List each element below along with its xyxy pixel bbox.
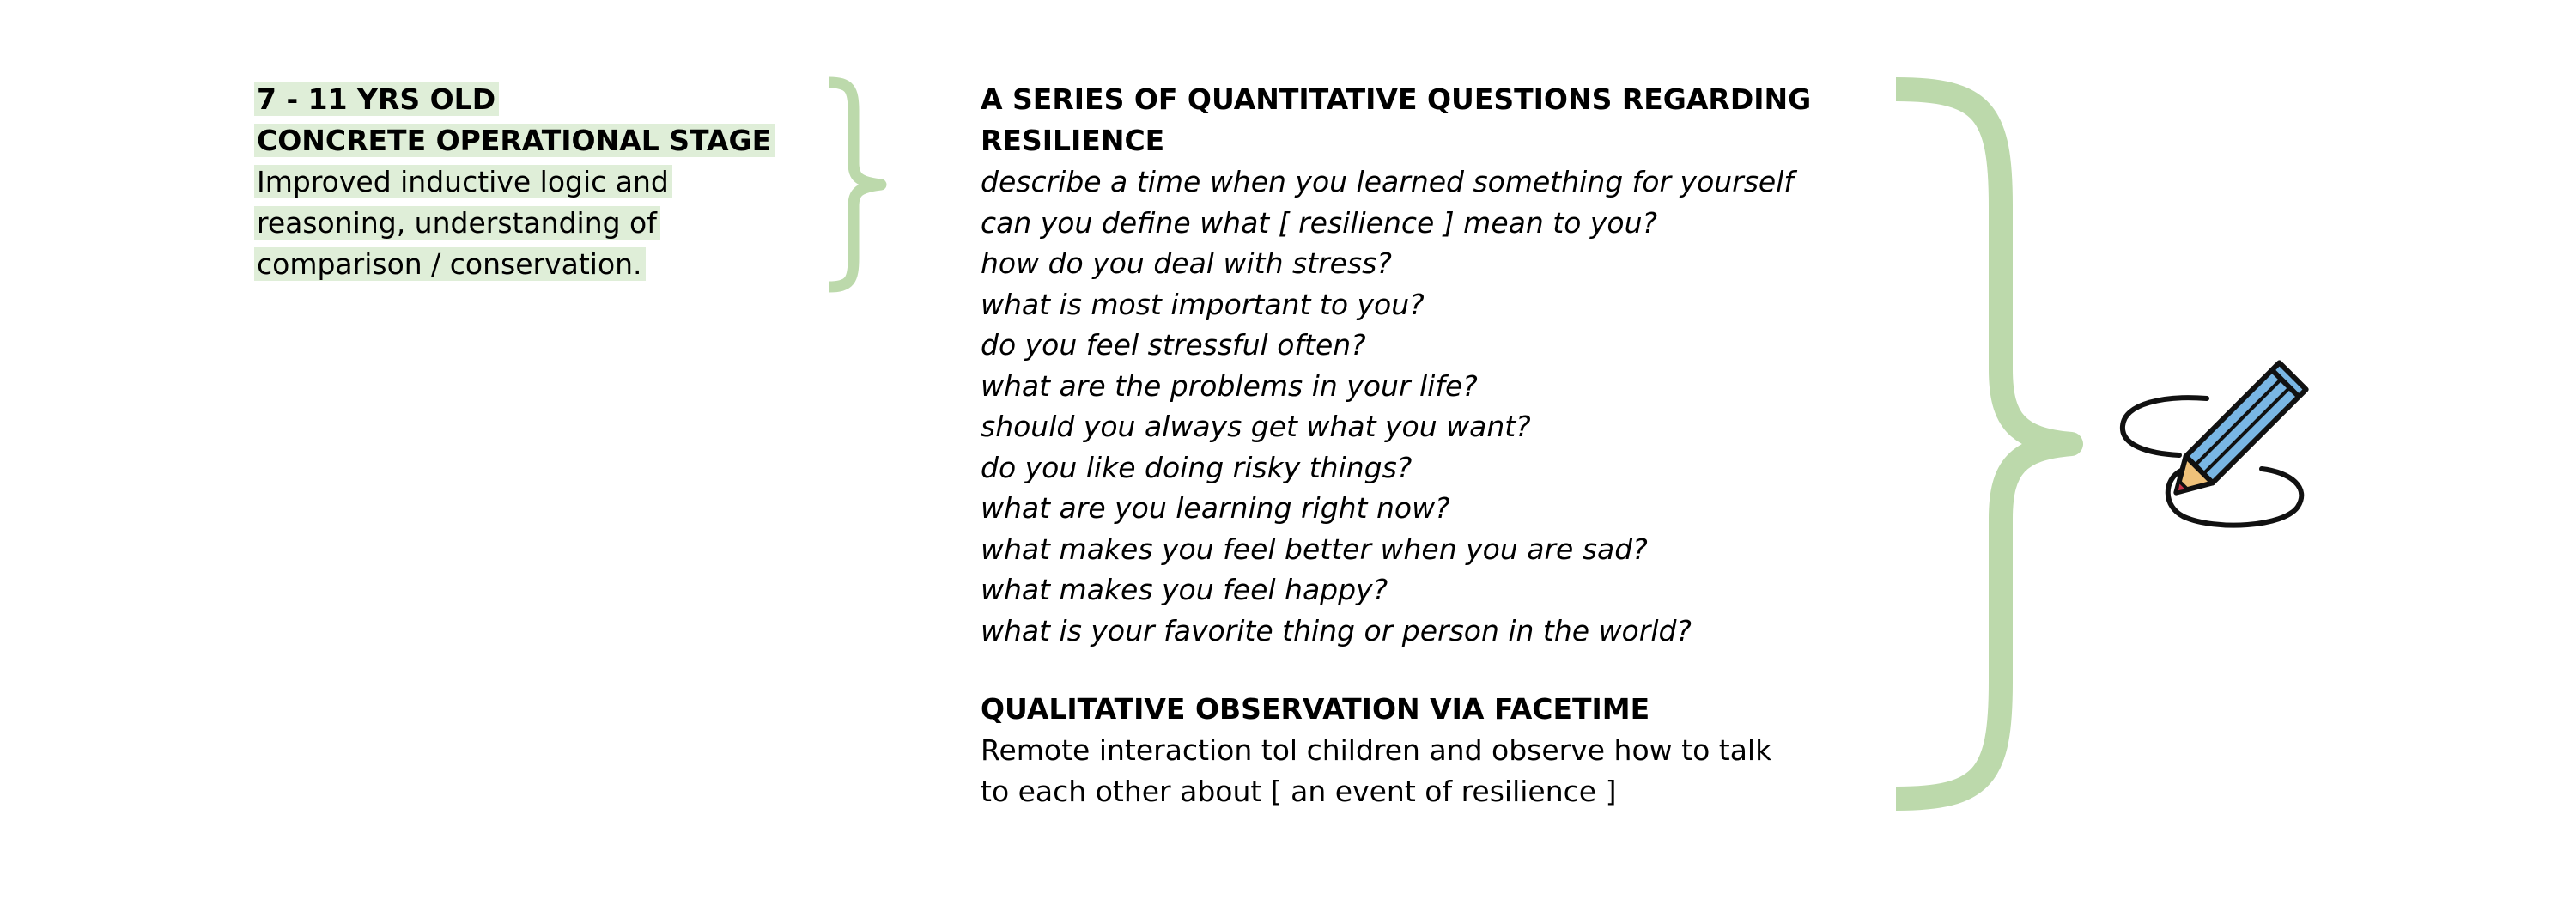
qualitative-description-line-2: to each other about [ an event of resili… (981, 775, 1617, 808)
stage-description-text: Improved inductive logic and (254, 165, 672, 198)
qualitative-description-line-1: Remote interaction tol children and obse… (981, 733, 1772, 767)
list-item: do you feel stressful often? (981, 328, 1366, 362)
stage-name: CONCRETE OPERATIONAL STAGE (254, 124, 775, 157)
list-item: should you always get what you want? (981, 410, 1531, 443)
list-item: do you like doing risky things? (981, 450, 1413, 484)
stage-block: 7 - 11 YRS OLD CONCRETE OPERATIONAL STAG… (254, 79, 804, 285)
list-item: what makes you feel happy? (981, 573, 1388, 606)
section-spacer (981, 651, 1874, 689)
list-item: can you define what [ resilience ] mean … (981, 205, 1658, 240)
stage-name-line: CONCRETE OPERATIONAL STAGE (254, 120, 804, 161)
list-item: what makes you feel better when you are … (981, 532, 1648, 566)
list-item: what are you learning right now? (981, 491, 1450, 525)
list-item: describe a time when you learned somethi… (981, 165, 1795, 198)
large-brace-icon (1895, 77, 2083, 811)
quantitative-heading-line-1: A SERIES OF QUANTITATIVE QUESTIONS REGAR… (981, 82, 1812, 116)
pencil-drawing-icon (2119, 360, 2309, 528)
methods-column: A SERIES OF QUANTITATIVE QUESTIONS REGAR… (981, 79, 1874, 812)
list-item: what is your favorite thing or person in… (981, 613, 1692, 648)
question-list: describe a time when you learned somethi… (981, 161, 1874, 651)
stage-description-line-3: comparison / conservation. (254, 244, 804, 285)
list-item: what are the problems in your life? (981, 368, 1478, 403)
small-brace-icon (828, 76, 887, 293)
stage-description-line-2: reasoning, understanding of (254, 203, 804, 244)
list-item: what is most important to you? (981, 287, 1425, 321)
stage-description-line-1: Improved inductive logic and (254, 161, 804, 203)
stage-age: 7 - 11 YRS OLD (254, 82, 500, 116)
stage-description-text: comparison / conservation. (254, 247, 646, 281)
stage-age-line: 7 - 11 YRS OLD (254, 79, 804, 120)
qualitative-heading: QUALITATIVE OBSERVATION VIA FACETIME (981, 692, 1650, 726)
quantitative-heading-line-2: RESILIENCE (981, 124, 1165, 157)
stage-description-text: reasoning, understanding of (254, 206, 660, 240)
list-item: how do you deal with stress? (981, 246, 1392, 280)
